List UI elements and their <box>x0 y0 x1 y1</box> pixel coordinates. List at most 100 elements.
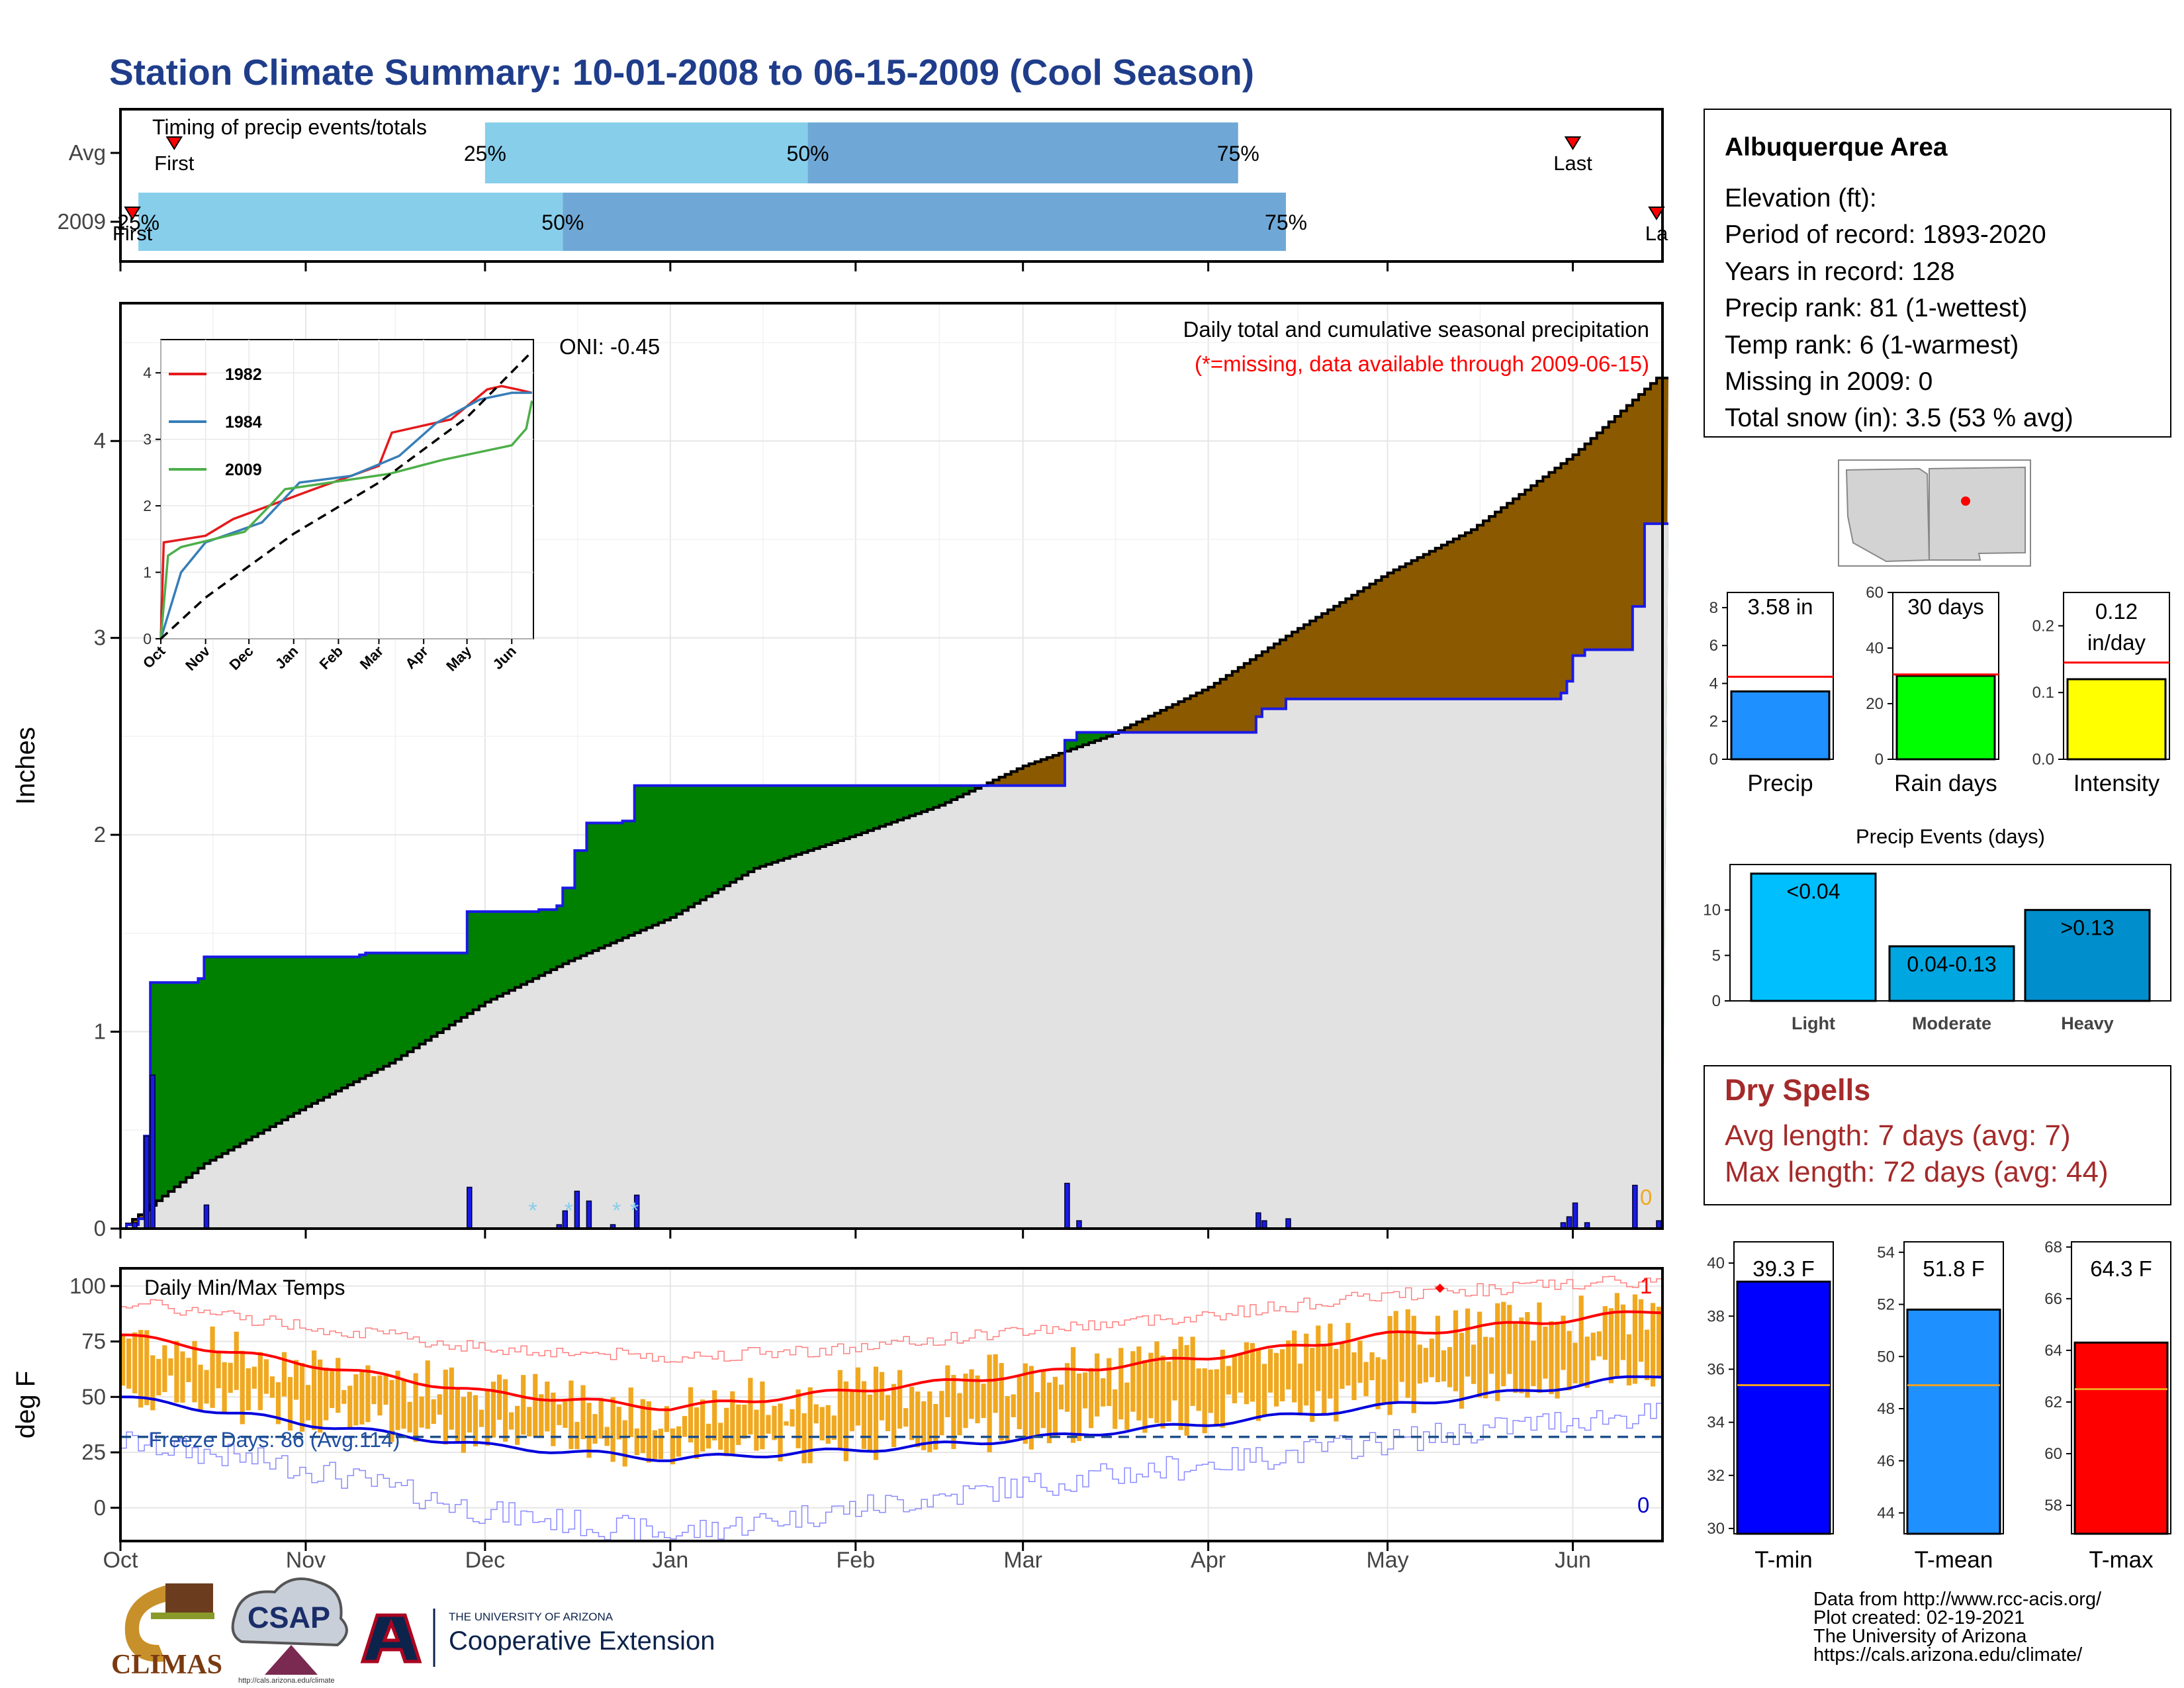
dry-spells-title: Dry Spells <box>1725 1073 1870 1107</box>
temp-daily-bar-52 <box>431 1399 436 1425</box>
temp-daily-bar-170 <box>1136 1346 1142 1421</box>
temp-daily-bar-234 <box>1519 1317 1524 1393</box>
temp-daily-bar-233 <box>1513 1323 1518 1393</box>
temp-daily-bar-89 <box>652 1430 657 1460</box>
temp-daily-bar-221 <box>1441 1350 1447 1382</box>
temp-daily-bar-153 <box>1034 1392 1040 1437</box>
temp-daily-bar-254 <box>1638 1299 1644 1362</box>
info-line-snow: Total snow (in): 3.5 (53 % avg) <box>1725 404 2073 432</box>
temp-daily-bar-220 <box>1435 1315 1441 1383</box>
mini-value-label-0: 3.58 in <box>1747 594 1813 619</box>
temp-daily-bar-21 <box>246 1368 251 1411</box>
oni-label: ONI: -0.45 <box>559 334 660 359</box>
dry-spells-frame <box>1704 1065 2171 1205</box>
precip-y-tick-label-1: 1 <box>94 1019 106 1044</box>
inset-frame <box>160 339 534 639</box>
precip-missing-mark-1: * <box>565 1198 573 1223</box>
mini-tick-label-0-2: 4 <box>1709 675 1718 692</box>
temp-daily-bar-158 <box>1064 1363 1070 1412</box>
temp-daily-bar-187 <box>1238 1354 1244 1393</box>
inset-y-tick-label-2: 2 <box>143 497 152 514</box>
temp-daily-bar-106 <box>754 1409 759 1451</box>
inset-legend-label-1: 1984 <box>225 413 262 432</box>
precip-daily-bar-3 <box>203 1204 210 1229</box>
info-line-temp-rank: Temp rank: 6 (1-warmest) <box>1725 331 2019 359</box>
mini-bar-intensity <box>2066 678 2167 761</box>
temp-record-max-line <box>120 1276 1662 1363</box>
mini-tick-label-0-1: 2 <box>1709 713 1718 731</box>
temp-daily-bar-169 <box>1130 1351 1136 1412</box>
temp-daily-bar-51 <box>425 1360 430 1429</box>
temp-daily-bar-53 <box>437 1394 442 1415</box>
timing-row-label-avg: Avg <box>69 140 106 165</box>
temp-daily-bar-249 <box>1608 1308 1614 1383</box>
temp-summary-bar-t-max <box>2073 1341 2169 1535</box>
temp-summary-tick-label-0-0: 30 <box>1707 1520 1725 1538</box>
temp-daily-bar-67 <box>521 1375 526 1435</box>
events-bar-heavy <box>2024 909 2151 1002</box>
temp-daily-bar-84 <box>622 1420 627 1467</box>
temp-daily-bar-159 <box>1070 1347 1076 1443</box>
temp-daily-bar-156 <box>1052 1376 1058 1437</box>
temp-daily-bar-200 <box>1316 1325 1321 1391</box>
events-category-label-2: Heavy <box>2061 1013 2114 1033</box>
mini-tick-label-0-4: 8 <box>1709 599 1718 617</box>
temp-daily-bar-214 <box>1399 1332 1404 1382</box>
temp-daily-bar-95 <box>688 1387 694 1443</box>
temp-daily-bar-107 <box>760 1381 765 1450</box>
temp-daily-bar-63 <box>496 1374 502 1420</box>
temp-daily-bar-251 <box>1620 1304 1626 1360</box>
temp-daily-bar-205 <box>1345 1323 1351 1386</box>
precip-zero-marker: 0 <box>1640 1185 1652 1209</box>
temp-daily-bar-217 <box>1417 1344 1422 1384</box>
temp-daily-bar-138 <box>945 1365 950 1417</box>
temp-daily-bar-173 <box>1154 1341 1160 1423</box>
temp-y-tick-label-3: 75 <box>81 1329 106 1354</box>
temp-summary-bar-t-min <box>1736 1280 1831 1535</box>
temp-daily-bar-110 <box>778 1403 783 1462</box>
temp-daily-bar-90 <box>658 1429 664 1460</box>
inset-legend-label-0: 1982 <box>225 365 262 384</box>
mini-value-label-2: 0.12 <box>2095 599 2138 624</box>
inset-lines <box>159 350 533 640</box>
timing-y2009-first-label: First <box>113 222 153 245</box>
precip-y-axis: 0 1 2 3 4 <box>94 428 120 1241</box>
events-bar-label-0: <0.04 <box>1787 880 1841 904</box>
temp-daily-bar-12 <box>192 1340 197 1403</box>
temp-daily-bar-122 <box>849 1390 855 1432</box>
temp-summary-tick-label-2-2: 62 <box>2044 1393 2062 1411</box>
inset-legend: 1982 1984 2009 <box>169 365 262 479</box>
temp-daily-bar-30 <box>299 1363 305 1432</box>
temp-daily-bar-9 <box>174 1340 179 1403</box>
station-name: Albuquerque Area <box>1725 133 1948 162</box>
precip-y-tick-label-2: 2 <box>94 822 106 847</box>
inset-y-tick-label-4: 4 <box>143 364 152 381</box>
temp-daily-bar-113 <box>796 1389 801 1448</box>
locator-map <box>1838 459 2031 567</box>
timing-panel: 25% 50% 75% First Last 25% 50% 75% First La Timin… <box>58 108 1668 263</box>
temp-summary-tick-label-2-4: 66 <box>2044 1290 2062 1308</box>
precip-daily-bar-2 <box>150 1074 156 1229</box>
temp-daily-bar-172 <box>1148 1352 1154 1419</box>
precip-missing-marks: * * * * <box>529 1198 639 1223</box>
temp-summary-tick-label-1-4: 52 <box>1877 1296 1895 1314</box>
temp-daily-bar-246 <box>1590 1333 1596 1361</box>
temp-avg-min-line <box>120 1375 1663 1462</box>
temp-daily-bar-140 <box>957 1393 962 1436</box>
temp-daily-bar-8 <box>168 1358 173 1376</box>
events-tick-label-0: 0 <box>1712 992 1721 1010</box>
temp-daily-bar-86 <box>634 1428 639 1456</box>
temp-panel-label: Daily Min/Max Temps <box>144 1276 345 1299</box>
precip-daily-bar-18 <box>1572 1202 1578 1229</box>
events-tick-label-1: 5 <box>1712 947 1721 964</box>
temp-daily-bar-18 <box>228 1362 233 1393</box>
temp-daily-bar-46 <box>395 1370 400 1430</box>
temp-daily-bar-25 <box>269 1376 275 1398</box>
timing-bars: 25% 50% 75% First Last 25% 50% 75% First La <box>113 122 1668 251</box>
temp-daily-bar-151 <box>1023 1363 1028 1444</box>
info-line-precip-rank: Precip rank: 81 (1-wettest) <box>1725 294 2027 322</box>
temp-daily-bar-223 <box>1453 1310 1459 1391</box>
temp-daily-bar-59 <box>473 1395 478 1447</box>
temp-x-tick-label-3: Jan <box>652 1548 688 1573</box>
